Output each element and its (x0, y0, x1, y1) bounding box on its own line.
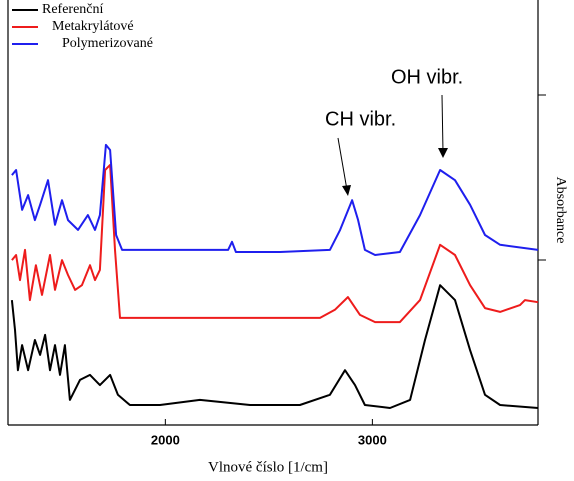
annotation: OH vibr. (391, 66, 463, 88)
legend-label: Referenční (42, 2, 104, 17)
y-axis-label: Absorbance (553, 177, 568, 244)
spectrum-line (10, 284, 539, 409)
spectrum-line (11, 143, 539, 256)
annotation-arrowhead (438, 148, 448, 158)
x-axis-label: Vlnové číslo [1/cm] (208, 459, 328, 475)
annotation-arrow (441, 94, 444, 153)
legend-label: Metakrylátové (52, 19, 134, 34)
annotation-arrowhead (342, 185, 351, 196)
x-tick-label: 2000 (151, 432, 180, 447)
x-tick-label: 3000 (358, 432, 387, 447)
annotation-arrow (337, 137, 348, 191)
annotation: CH vibr. (325, 108, 396, 130)
spectrum-line (11, 163, 539, 324)
legend-label: Polymerizované (62, 36, 153, 51)
